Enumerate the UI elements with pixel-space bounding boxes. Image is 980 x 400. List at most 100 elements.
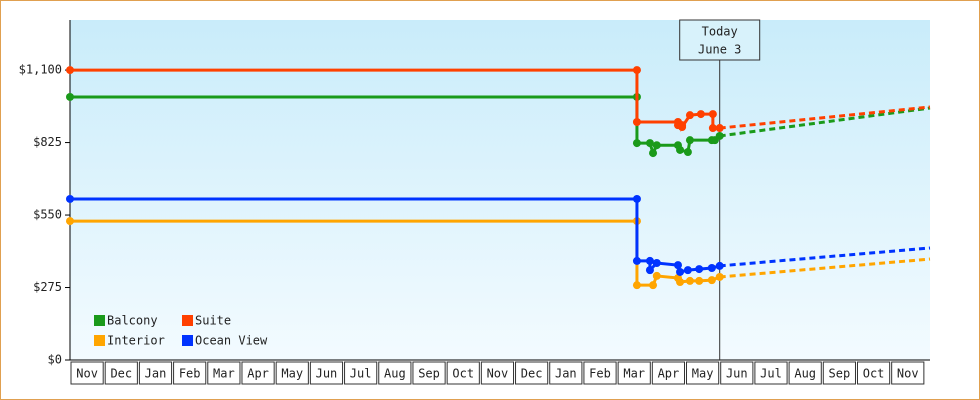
x-tick-label: Jun [316,367,338,381]
price-point [707,264,716,273]
today-box [679,19,761,61]
x-category-box [378,361,412,385]
x-tick-label: Aug [384,367,406,381]
price-point [66,194,74,203]
price-point [652,271,661,280]
x-tick-label: Jul [760,367,782,381]
x-tick-label: Mar [213,367,235,381]
x-tick-label: Apr [658,367,680,381]
today-label: Today [702,25,738,39]
x-category-box [309,361,344,385]
price-point [676,145,685,154]
price-point [715,272,724,281]
x-tick-label: Feb [179,367,201,381]
plot-area [70,20,930,360]
price-point [632,66,641,75]
x-category-box [275,361,309,385]
forecast-line [719,246,931,268]
x-category-box [515,361,549,385]
price-point [715,124,724,133]
legend-label: Interior [107,334,165,348]
x-tick-label: Nov [76,367,98,381]
y-tick-label: $1,100 [19,63,62,77]
price-point [708,124,717,133]
x-category-box [754,361,788,385]
price-point [676,277,685,286]
x-category-box [720,361,754,385]
price-point [649,281,658,290]
price-point [632,256,641,265]
legend-label: Balcony [107,314,158,328]
price-point [715,131,724,140]
price-point [645,256,654,265]
forecast-line [719,105,931,130]
x-category-box [856,361,891,385]
forecast-line [719,257,931,279]
x-category-box [686,361,720,385]
x-category-box [583,361,617,385]
x-category-box [173,361,207,385]
price-point [695,265,704,274]
price-point [676,267,685,276]
price-point [66,217,74,226]
legend-label: Suite [195,314,231,328]
x-tick-label: Dec [110,367,132,381]
price-point [645,266,654,275]
x-category-box [891,361,925,385]
x-tick-label: Oct [452,367,474,381]
x-category-box [549,361,583,385]
x-tick-label: Apr [247,367,269,381]
x-category-box [446,361,480,385]
price-point [715,261,724,270]
price-point [685,276,694,285]
x-tick-label: Jul [350,367,372,381]
price-point [683,266,692,275]
x-tick-label: May [692,367,714,381]
forecast-line [719,106,931,138]
x-tick-label: Jan [145,367,167,381]
x-tick-label: Feb [589,367,611,381]
x-category-box [104,361,138,385]
x-category-box [138,361,173,385]
price-point [649,149,658,158]
price-point [696,110,705,119]
legend-label: Ocean View [195,334,268,348]
price-point [652,141,661,150]
x-category-box [70,361,104,385]
x-tick-label: Jan [555,367,577,381]
x-category-box [241,361,275,385]
x-tick-label: Nov [897,367,919,381]
x-tick-label: Sep [829,367,851,381]
x-category-box [207,361,241,385]
x-tick-label: Mar [623,367,645,381]
x-category-box [822,361,856,385]
x-category-box [344,361,378,385]
price-point [652,259,661,268]
price-point [645,139,654,148]
legend-swatch [94,315,105,326]
x-tick-label: Jun [726,367,748,381]
x-tick-label: Sep [418,367,440,381]
price-point [685,111,694,120]
price-point [632,118,641,126]
legend-swatch [94,335,105,346]
y-tick-label: $275 [33,280,62,294]
price-point [695,276,704,285]
today-label: June 3 [698,43,741,57]
price-point [632,281,641,290]
price-point [66,66,74,75]
price-point [678,123,687,132]
price-point [685,136,694,145]
price-point [632,194,641,203]
y-tick-label: $825 [33,135,62,149]
x-tick-label: Dec [521,367,543,381]
y-tick-label: $0 [48,353,62,367]
x-category-box [788,361,822,385]
x-category-box [617,361,651,385]
x-tick-label: Aug [794,367,816,381]
x-tick-label: Nov [487,367,509,381]
price-point [708,110,717,119]
x-category-box [480,361,515,385]
x-tick-label: May [281,367,303,381]
